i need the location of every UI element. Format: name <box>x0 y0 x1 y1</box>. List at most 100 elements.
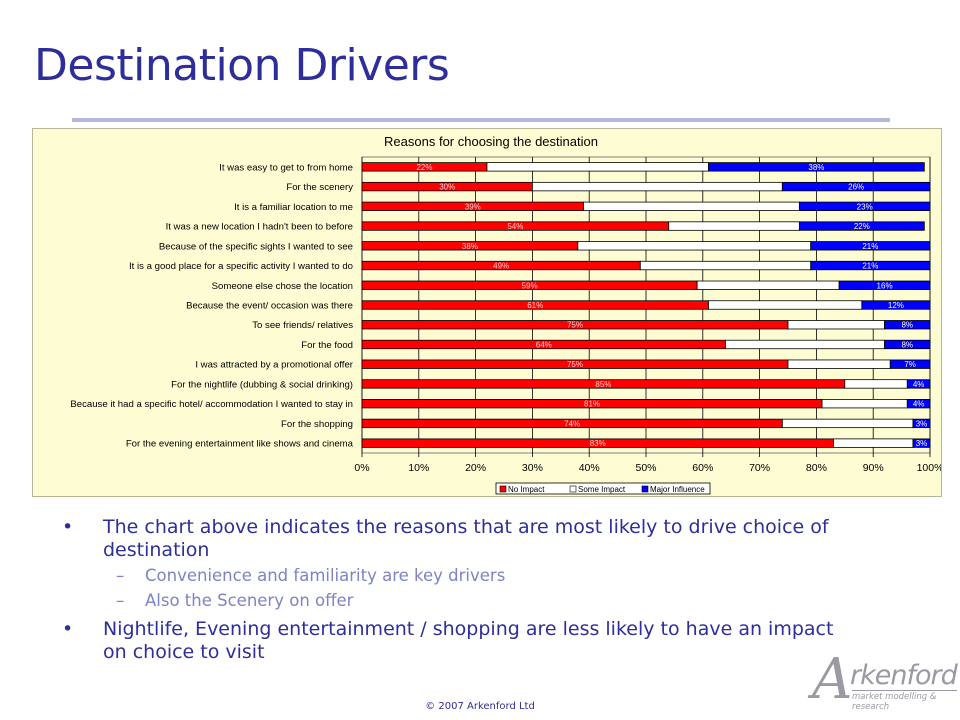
data-label: 59% <box>522 281 538 290</box>
legend-swatch <box>569 485 577 493</box>
category-labels: It was easy to get to from home For the s… <box>70 162 353 449</box>
bar-major-influence <box>708 162 925 172</box>
bar-some-impact <box>696 280 840 290</box>
data-label: 30% <box>439 183 455 192</box>
logo-word: rkenford <box>850 660 958 691</box>
data-label: 64% <box>536 340 552 349</box>
legend-label: Major Influence <box>650 485 705 494</box>
bar-major-influence <box>912 438 931 448</box>
legend-label: No Impact <box>508 485 545 494</box>
bar-some-impact <box>833 438 914 448</box>
bullet-list: • The chart above indicates the reasons … <box>62 516 862 664</box>
x-tick-label: 10% <box>408 462 429 474</box>
data-label: 38% <box>462 242 478 251</box>
bar-some-impact <box>781 418 914 429</box>
bar-major-influence <box>798 201 931 211</box>
x-tick-label: 30% <box>522 462 543 474</box>
bullet-1-text: The chart above indicates the reasons th… <box>103 516 829 561</box>
x-tick-labels: 0% 10% 20% 30% 40% 50% 60% 70% 80% 90% 100% <box>354 462 941 474</box>
data-label: 21% <box>862 262 878 271</box>
bar-major-influence <box>906 399 931 409</box>
category-label: I was attracted by a promotional offer <box>195 360 353 371</box>
category-label: It is a familiar location to me <box>234 202 353 213</box>
bar-major-influence <box>884 320 931 330</box>
bar-some-impact <box>486 162 709 172</box>
bars-group: 22% 38% 30% 26% 39% 23% 54% 22% 38% 21% 49% 21% 59% 1… <box>361 162 931 448</box>
data-label: 21% <box>862 242 878 251</box>
category-label: For the shopping <box>281 419 353 430</box>
bar-major-influence <box>912 418 931 429</box>
data-label: 8% <box>901 340 913 349</box>
copyright-footer: © 2007 Arkenford Ltd <box>425 701 535 712</box>
category-label: It was a new location I hadn't been to b… <box>166 222 353 233</box>
sub-bullet-2-text: Also the Scenery on offer <box>145 591 354 610</box>
chart-panel: Reasons for choosing the destination 22%… <box>32 128 942 497</box>
data-label: 12% <box>888 301 904 310</box>
data-label: 16% <box>877 281 893 290</box>
bar-some-impact <box>787 320 885 330</box>
bar-major-influence <box>798 221 925 231</box>
category-label: It is a good place for a specific activi… <box>129 261 353 272</box>
data-label: 22% <box>416 163 432 172</box>
category-label: To see friends/ relatives <box>252 320 353 331</box>
arkenford-logo: A rkenford market modelling & research <box>812 650 960 713</box>
bar-some-impact <box>668 221 800 231</box>
bullet-2-text: Nightlife, Evening entertainment / shopp… <box>103 618 834 663</box>
logo-letter: A <box>812 647 853 712</box>
category-label: For the evening entertainment like shows… <box>126 439 354 450</box>
chart-title: Reasons for choosing the destination <box>384 134 598 149</box>
data-label: 3% <box>916 419 928 428</box>
data-label: 4% <box>913 400 925 409</box>
sub-bullet-1: – Convenience and familiarity are key dr… <box>62 565 862 587</box>
data-label: 3% <box>916 439 928 448</box>
bar-some-impact <box>531 181 783 192</box>
data-label: 7% <box>904 360 916 369</box>
data-label: 49% <box>493 262 509 271</box>
x-tick-label: 50% <box>635 462 656 474</box>
category-label: Because the event/ occasion was there <box>186 301 353 312</box>
data-label: 74% <box>564 419 580 428</box>
bar-major-influence <box>838 280 931 290</box>
bar-some-impact <box>725 339 885 350</box>
data-label: 22% <box>854 222 870 231</box>
sub-bullet-dash: – <box>116 591 125 610</box>
sub-bullet-2: – Also the Scenery on offer <box>62 590 862 612</box>
bar-some-impact <box>577 241 812 251</box>
bar-major-influence <box>884 339 931 350</box>
x-tick-label: 0% <box>354 462 369 474</box>
x-tick-label: 40% <box>579 462 600 474</box>
stacked-bar-chart: Reasons for choosing the destination 22%… <box>70 134 941 495</box>
bar-major-influence <box>781 181 931 192</box>
category-label: It was easy to get to from home <box>219 162 353 173</box>
data-label: 38% <box>808 163 824 172</box>
legend-label: Some Impact <box>578 485 626 494</box>
category-label: For the scenery <box>286 182 353 193</box>
data-label: 75% <box>567 321 583 330</box>
bullet-1: • The chart above indicates the reasons … <box>62 516 862 562</box>
category-label: Someone else chose the location <box>212 281 353 292</box>
x-tick-label: 80% <box>806 462 827 474</box>
bar-some-impact <box>708 300 863 310</box>
sub-bullet-1-text: Convenience and familiarity are key driv… <box>145 566 506 585</box>
legend-swatch <box>641 485 649 493</box>
data-label: 39% <box>465 202 481 211</box>
bar-some-impact <box>639 260 812 271</box>
x-tick-label: 20% <box>465 462 486 474</box>
category-label: Because of the specific sights I wanted … <box>159 241 353 252</box>
x-tick-label: 100% <box>917 462 941 474</box>
bullet-dot: • <box>62 618 74 640</box>
legend-swatch <box>499 485 507 493</box>
x-tick-label: 90% <box>863 462 884 474</box>
data-label: 75% <box>567 360 583 369</box>
sub-bullet-dash: – <box>116 566 125 585</box>
bar-major-influence <box>906 379 931 389</box>
data-label: 4% <box>913 380 925 389</box>
bar-major-influence <box>889 359 931 369</box>
data-label: 26% <box>848 183 864 192</box>
category-label: For the nightlife (dubbing & social drin… <box>171 379 353 390</box>
page-title: Destination Drivers <box>34 40 450 91</box>
x-tick-label: 70% <box>749 462 770 474</box>
category-label: Because it had a specific hotel/ accommo… <box>70 399 353 410</box>
logo-tagline: market modelling & research <box>852 692 937 712</box>
data-label: 61% <box>527 301 543 310</box>
